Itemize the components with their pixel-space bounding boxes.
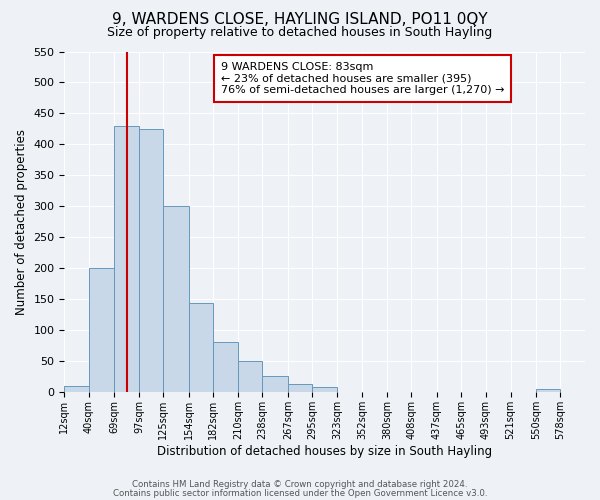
Bar	[139, 129, 163, 392]
Text: Size of property relative to detached houses in South Hayling: Size of property relative to detached ho…	[107, 26, 493, 39]
Text: Contains public sector information licensed under the Open Government Licence v3: Contains public sector information licen…	[113, 488, 487, 498]
Text: 9 WARDENS CLOSE: 83sqm
← 23% of detached houses are smaller (395)
76% of semi-de: 9 WARDENS CLOSE: 83sqm ← 23% of detached…	[221, 62, 504, 95]
Bar	[238, 361, 262, 392]
X-axis label: Distribution of detached houses by size in South Hayling: Distribution of detached houses by size …	[157, 444, 492, 458]
Bar	[89, 268, 115, 392]
Bar	[288, 384, 313, 392]
Bar	[189, 304, 214, 392]
Bar	[313, 387, 337, 392]
Bar	[536, 389, 560, 392]
Y-axis label: Number of detached properties: Number of detached properties	[15, 128, 28, 314]
Text: 9, WARDENS CLOSE, HAYLING ISLAND, PO11 0QY: 9, WARDENS CLOSE, HAYLING ISLAND, PO11 0…	[112, 12, 488, 28]
Bar	[115, 126, 139, 392]
Bar	[163, 206, 189, 392]
Text: Contains HM Land Registry data © Crown copyright and database right 2024.: Contains HM Land Registry data © Crown c…	[132, 480, 468, 489]
Bar	[64, 386, 89, 392]
Bar	[262, 376, 288, 392]
Bar	[214, 342, 238, 392]
